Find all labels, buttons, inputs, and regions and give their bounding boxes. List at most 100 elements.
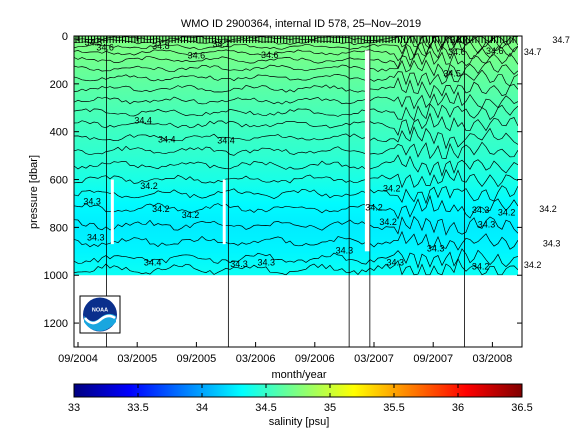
contour-label: 34.3 (478, 219, 496, 229)
x-axis-ticks: 09/2004 03/2005 09/2005 03/2006 09/2006 03/20… (58, 36, 512, 365)
contour-label: 34.2 (383, 184, 401, 194)
contour-label: 34.3 (230, 259, 248, 269)
y-tick-label-6: 1200 (44, 318, 68, 330)
contour-line-16 (74, 194, 518, 220)
profile-gap-0 (110, 179, 114, 245)
contour-line-2 (74, 37, 518, 57)
contour-line-9 (74, 103, 518, 122)
contour-label: 34.3 (258, 258, 276, 268)
y-tick-label-3: 600 (50, 175, 68, 187)
contour-label: 34.3 (83, 197, 101, 207)
noaa-logo: NOAA (79, 295, 121, 334)
contour-label: 34.5 (443, 69, 461, 79)
contour-label: 34.2 (498, 207, 516, 217)
plot-frame (73, 35, 523, 348)
chart-title: WMO ID 2900364, internal ID 578, 25–Nov–… (181, 18, 421, 30)
colorbar-tick-label-4: 35 (324, 402, 336, 414)
contour-label: 34.6 (96, 42, 114, 52)
contour-label: 34.3 (543, 239, 561, 249)
contour-label: 34.3 (87, 233, 105, 243)
contour-label: 34.3 (427, 243, 445, 253)
contour-line-5 (74, 59, 518, 79)
contour-line-19 (74, 248, 518, 269)
contour-label: 34.2 (152, 204, 170, 214)
contour-line-17 (74, 215, 518, 236)
logo-wave (84, 313, 116, 331)
y-axis-label: pressure [dbar] (28, 155, 40, 229)
x-tick-label-4: 09/2006 (295, 353, 335, 365)
contour-line-8 (74, 91, 518, 110)
contour-label: 34.6 (486, 46, 504, 56)
x-tick-label-1: 03/2005 (117, 353, 157, 365)
profile-gap-main (364, 50, 370, 252)
contour-line-7 (74, 77, 518, 99)
contour-label: 34.7 (213, 39, 231, 49)
contour-label: 34.7 (524, 47, 542, 57)
contour-line-12 (74, 141, 518, 160)
contour-labels: 34.534.6 34.8 34.734.6 34.634.734.534.6 34.6… (83, 35, 569, 271)
colorbar-tick-label-2: 34 (196, 402, 208, 414)
colorbar-tick-label-1: 33.5 (127, 402, 148, 414)
contour-label: 34.6 (448, 47, 466, 57)
contour-label: 34.2 (182, 210, 200, 220)
contour-line-20 (74, 257, 518, 276)
colorbar-frame (73, 383, 523, 398)
contour-line-3 (74, 43, 518, 62)
contour-label: 34.2 (539, 204, 557, 214)
contour-line-11 (74, 125, 518, 150)
contour-label: 34.3 (387, 258, 405, 268)
contour-line-4 (74, 50, 518, 69)
colorbar: 33 33.5 34 34.5 35 35.5 36 36.5 (68, 383, 533, 414)
y-tick-label-0: 0 (62, 31, 68, 43)
contour-label: 34.2 (472, 261, 490, 271)
x-tick-label-5: 03/2007 (354, 353, 394, 365)
contour-label: 34.3 (472, 205, 490, 215)
contour-line-13 (74, 154, 518, 177)
contour-label: 34.2 (140, 181, 158, 191)
colorbar-tick-label-3: 34.5 (255, 402, 276, 414)
contour-label: 34.7 (450, 35, 468, 45)
x-tick-label-3: 03/2006 (236, 353, 276, 365)
contour-line-15 (74, 185, 518, 205)
contour-label: 34.4 (158, 135, 176, 145)
contour-label: 34.6 (188, 51, 206, 61)
contour-label: 34.7 (552, 35, 570, 45)
colorbar-label: salinity [psu] (269, 416, 330, 428)
colorbar-tick-label-5: 35.5 (383, 402, 404, 414)
contour-label: 34.3 (336, 246, 354, 256)
contour-line-18 (74, 230, 518, 251)
contour-line-10 (74, 112, 518, 136)
salinity-field (74, 36, 518, 276)
contour-lines (74, 36, 518, 276)
contour-label: 34.4 (144, 258, 162, 268)
contour-label: 34.4 (217, 136, 235, 146)
contour-line-6 (74, 69, 518, 87)
colorbar-gradient-bar (74, 384, 522, 397)
contour-label: 34.4 (134, 115, 152, 125)
x-tick-label-6: 09/2007 (413, 353, 453, 365)
colorbar-tick-label-0: 33 (68, 402, 80, 414)
colorbar-tick-label-6: 36 (452, 402, 464, 414)
contour-label: 34.6 (261, 50, 279, 60)
y-tick-label-5: 1000 (44, 270, 68, 282)
contour-label: 34.8 (152, 41, 170, 51)
y-tick-label-1: 200 (50, 79, 68, 91)
profile-marker-lines (106, 36, 465, 347)
contour-label: 34.2 (524, 260, 542, 270)
colorbar-tick-label-7: 36.5 (511, 402, 532, 414)
x-tick-label-0: 09/2004 (58, 353, 98, 365)
y-tick-label-2: 400 (50, 127, 68, 139)
plot-area: 34.534.6 34.8 34.734.6 34.634.734.534.6 34.6… (44, 31, 570, 365)
profile-gap-1 (222, 179, 226, 245)
contour-label: 34.2 (365, 203, 383, 213)
logo-wordmark: NOAA (92, 308, 108, 314)
logo-gull (83, 314, 116, 325)
profile-tick-row (75, 36, 517, 43)
x-tick-label-7: 03/2008 (473, 353, 513, 365)
x-tick-label-2: 09/2005 (177, 353, 217, 365)
profile-gaps (110, 50, 370, 252)
contour-line-14 (74, 168, 518, 189)
contour-label: 34.2 (379, 217, 397, 227)
x-axis-label: month/year (271, 369, 326, 381)
